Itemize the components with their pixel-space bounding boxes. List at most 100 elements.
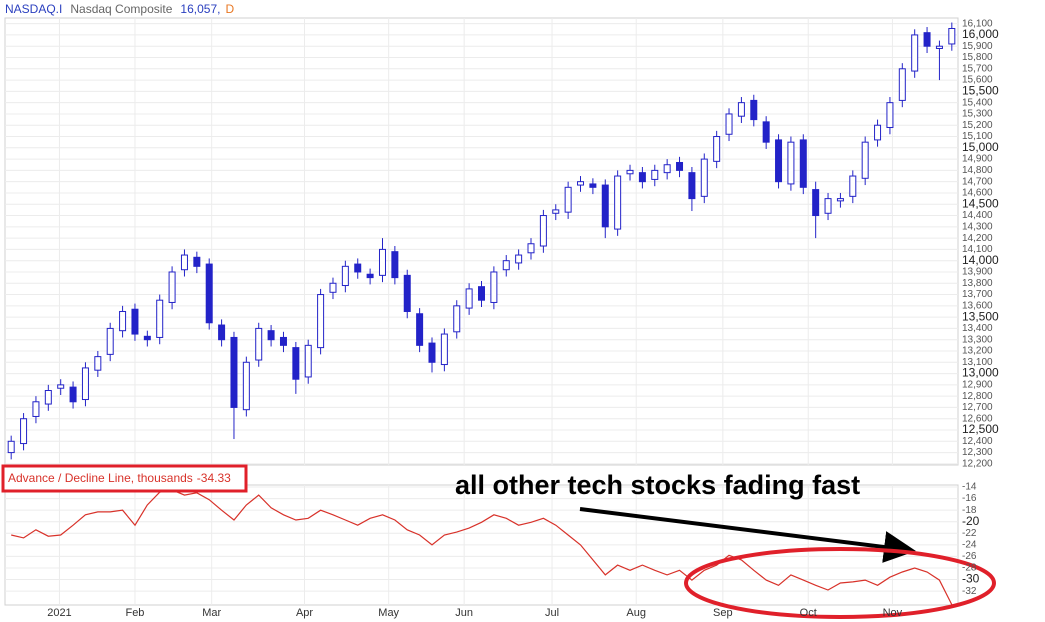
y-tick-label: 16,000 [962, 27, 999, 41]
y-tick-label: 12,200 [962, 459, 993, 470]
last-price: 16,057, [180, 2, 220, 16]
candle-body [775, 139, 783, 183]
header: NASDAQ.I Nasdaq Composite 16,057, D [5, 2, 234, 16]
y-tick-label: -28 [962, 563, 977, 574]
y-tick-label: 15,000 [962, 140, 999, 154]
candle-body [502, 260, 510, 271]
y-tick-label: 13,300 [962, 334, 993, 345]
candle-body [193, 256, 201, 267]
y-tick-label: -22 [962, 528, 977, 539]
y-tick-label: -32 [962, 586, 977, 597]
annotation: all other tech stocks fading fast [455, 470, 860, 500]
grid [5, 18, 958, 605]
candle-body [564, 186, 572, 213]
y-tick-label: 14,300 [962, 221, 993, 232]
y-tick-label: 15,300 [962, 109, 993, 120]
candle-body [94, 356, 102, 371]
candle-body [750, 99, 758, 121]
y-tick-label: 16,100 [962, 18, 993, 29]
x-tick-label: Nov [883, 607, 903, 619]
candle-body [799, 139, 807, 188]
y-tick-label: 14,700 [962, 176, 993, 187]
candle-body [539, 215, 547, 247]
candle-body [242, 361, 250, 411]
candle-body [874, 124, 882, 141]
candle-body [453, 305, 461, 333]
candle-body [428, 342, 436, 363]
highlight-ellipse [684, 547, 996, 619]
candle-body [292, 347, 300, 380]
candle-body [230, 336, 238, 408]
candle-body [391, 251, 399, 279]
candle-body [403, 274, 411, 312]
candle-body [156, 299, 164, 338]
candle-body [180, 254, 188, 271]
candle-body [812, 189, 820, 217]
candle-body [836, 198, 844, 202]
y-tick-label: -30 [962, 572, 980, 586]
candle-body [911, 34, 919, 72]
candle-body [577, 181, 585, 186]
legend-value: -34.33 [197, 471, 231, 485]
x-tick-label: Oct [800, 607, 817, 619]
candle-body [638, 172, 646, 183]
candle-body [57, 384, 65, 389]
y-tick-label: 13,500 [962, 309, 999, 323]
y-tick-label: 13,800 [962, 278, 993, 289]
y-tick-label: 14,100 [962, 244, 993, 255]
y-tick-label: 14,600 [962, 188, 993, 199]
candle-body [824, 198, 832, 214]
x-tick-label: May [378, 607, 399, 619]
legend: Advance / Decline Line, thousands -34.33 [8, 471, 231, 485]
x-tick-label: Aug [626, 607, 646, 619]
candle-body [861, 141, 869, 179]
y-tick-label: 12,400 [962, 436, 993, 447]
candle-body [923, 32, 931, 47]
candle-body [119, 310, 127, 332]
candle-body [279, 336, 287, 346]
candle-body [762, 121, 770, 143]
symbol: NASDAQ.I [5, 2, 62, 16]
x-tick-label: Jul [545, 607, 559, 619]
legend-box [1, 464, 248, 493]
candle-body [131, 308, 139, 335]
candle-body [737, 102, 745, 117]
candle-body [626, 169, 634, 175]
candle-body [478, 286, 485, 301]
x-tick-label: Mar [202, 607, 221, 619]
y-tick-label: 13,200 [962, 346, 993, 357]
y-tick-label: 12,800 [962, 391, 993, 402]
candle-body [69, 386, 77, 403]
y-tick-label: 14,500 [962, 196, 999, 210]
y-tick-label: 12,500 [962, 422, 999, 436]
y-tick-label: -24 [962, 539, 977, 550]
candle-body [7, 440, 15, 454]
candle-body [676, 161, 684, 171]
candle-body [490, 271, 498, 303]
y-tick-label: 13,600 [962, 300, 993, 311]
legend-name: Advance / Decline Line, thousands [8, 471, 193, 485]
candle-body [614, 175, 622, 230]
y-tick-label: 15,400 [962, 97, 993, 108]
x-tick-label: Jun [455, 607, 473, 619]
y-tick-label: 15,900 [962, 41, 993, 52]
x-tick-label: Apr [296, 607, 313, 619]
y-tick-label: -26 [962, 551, 977, 562]
candle-body [725, 113, 733, 135]
y-tick-label: 14,400 [962, 210, 993, 221]
candle-body [205, 263, 213, 324]
candle-body [354, 263, 362, 273]
y-tick-label: 12,700 [962, 402, 993, 413]
candle-body [849, 175, 857, 197]
candle-body [255, 327, 263, 361]
candle-body [898, 68, 906, 101]
candle-body [416, 313, 424, 346]
candle-body [106, 327, 114, 355]
y-tick-label: 14,900 [962, 154, 993, 165]
arrow [579, 507, 916, 563]
y-tick-label: -14 [962, 482, 977, 493]
candle-body [886, 102, 894, 128]
y-tick-label: 12,900 [962, 379, 993, 390]
x-tick-label: Sep [713, 607, 733, 619]
candle-body [378, 248, 386, 276]
